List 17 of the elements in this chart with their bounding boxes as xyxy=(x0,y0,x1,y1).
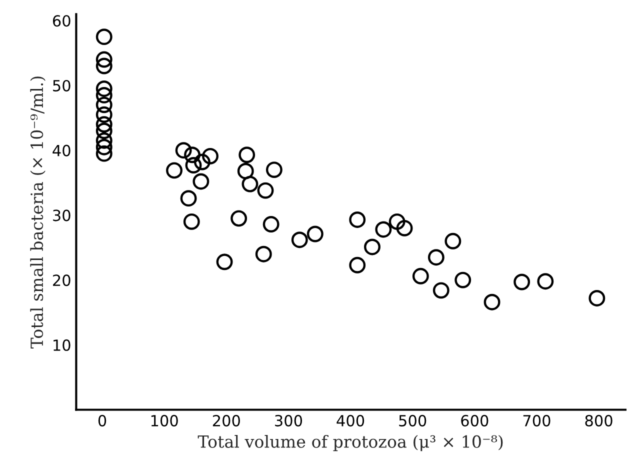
x-axis-title: Total volume of protozoa (μ³ × 10⁻⁸) xyxy=(198,434,503,452)
x-tick-label: 700 xyxy=(523,414,550,426)
x-tick-label: 400 xyxy=(336,414,364,426)
x-tick-label: 0 xyxy=(98,414,106,426)
y-tick-label: 30 xyxy=(53,210,70,222)
x-tick-label: 600 xyxy=(461,414,488,426)
y-tick-label: 50 xyxy=(53,80,70,92)
x-tick-label: 800 xyxy=(585,414,612,426)
x-tick-label: 200 xyxy=(212,414,240,426)
y-tick-label: 40 xyxy=(52,144,70,156)
y-tick-label: 20 xyxy=(53,274,70,286)
y-tick-label: 60 xyxy=(52,15,70,27)
y-axis-title: Total small bacteria (× 10⁻⁹/ml.) xyxy=(30,76,46,348)
y-tick-label: 10 xyxy=(54,339,70,351)
x-tick-label: 100 xyxy=(151,414,178,426)
x-tick-label: 300 xyxy=(275,414,302,426)
x-tick-label: 500 xyxy=(399,414,426,426)
